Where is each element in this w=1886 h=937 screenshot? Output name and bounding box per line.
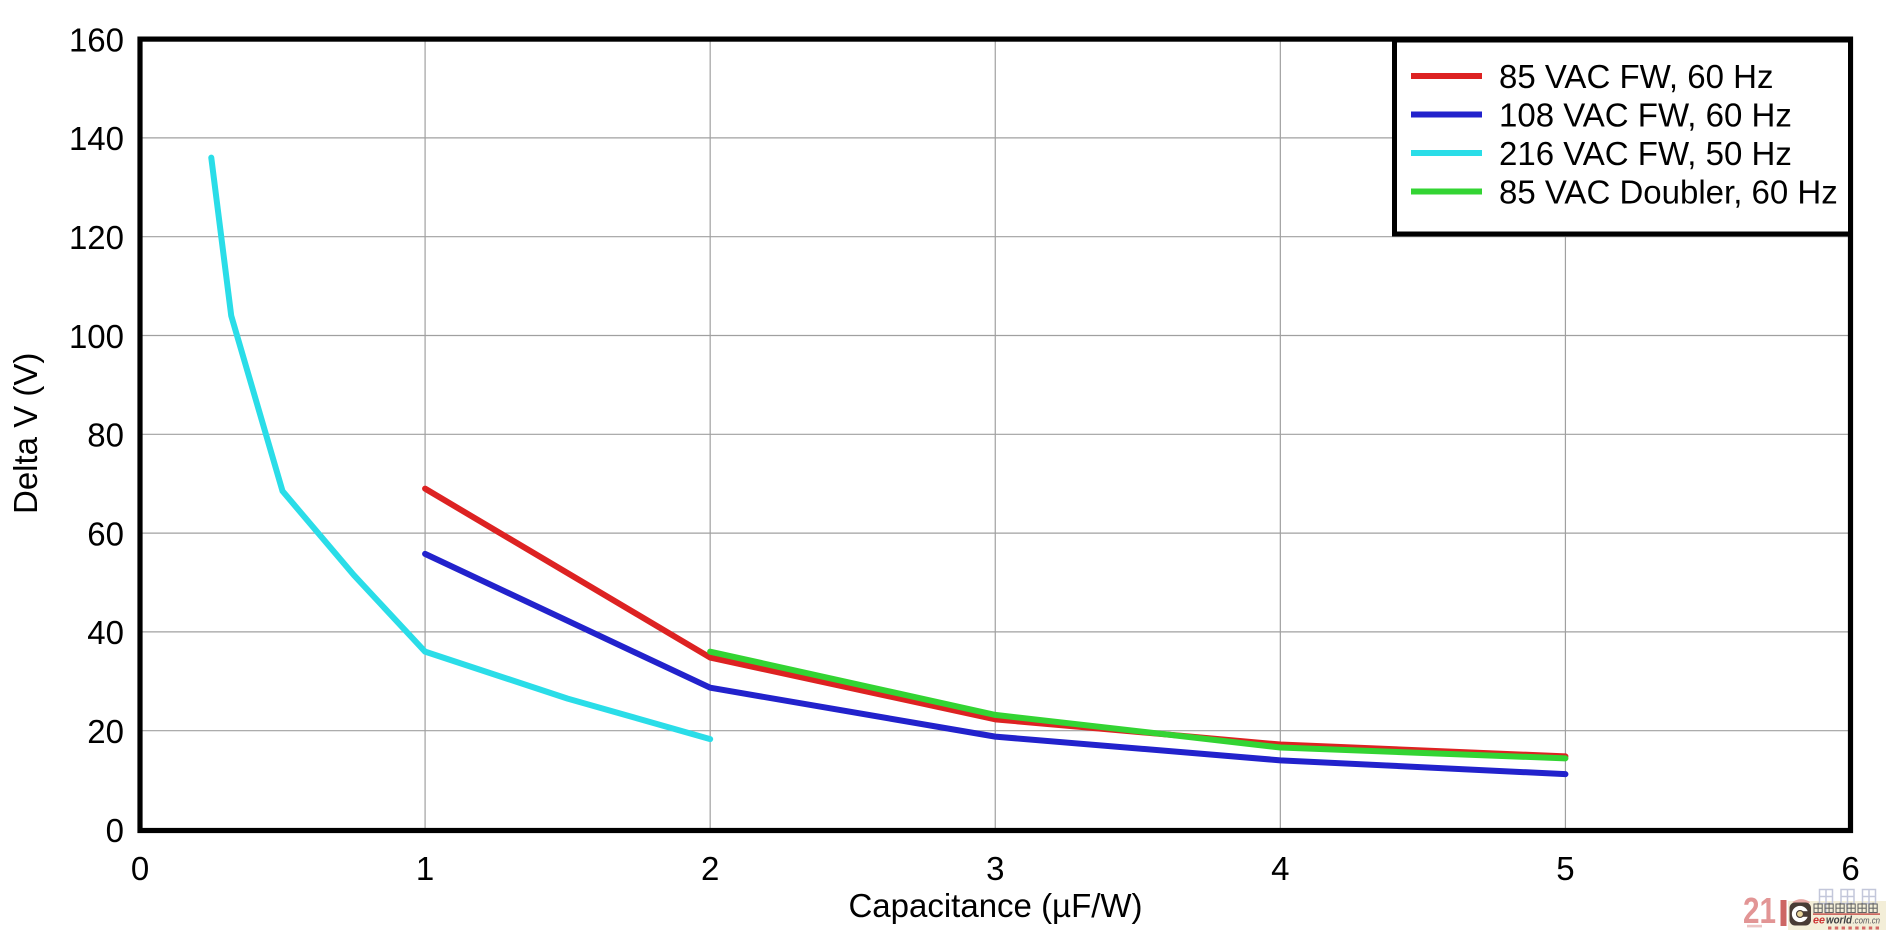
- svg-text:140: 140: [69, 120, 124, 157]
- svg-text:60: 60: [87, 515, 124, 552]
- svg-text:120: 120: [69, 219, 124, 256]
- svg-text:21: 21: [1743, 890, 1776, 931]
- svg-text:1: 1: [416, 850, 434, 887]
- svg-text:world: world: [1826, 915, 1852, 927]
- svg-text:100: 100: [69, 318, 124, 355]
- svg-text:ee: ee: [1813, 915, 1825, 927]
- svg-text:85 VAC FW, 60 Hz: 85 VAC FW, 60 Hz: [1499, 58, 1773, 95]
- svg-text:80: 80: [87, 417, 124, 454]
- svg-text:0: 0: [131, 850, 149, 887]
- svg-text:108 VAC FW, 60 Hz: 108 VAC FW, 60 Hz: [1499, 97, 1792, 134]
- svg-text:Capacitance (µF/W): Capacitance (µF/W): [848, 887, 1142, 924]
- svg-text:Delta V (V): Delta V (V): [7, 353, 44, 514]
- svg-text:20: 20: [87, 713, 124, 750]
- svg-text:4: 4: [1271, 850, 1289, 887]
- svg-text:40: 40: [87, 614, 124, 651]
- svg-text:2: 2: [701, 850, 719, 887]
- svg-text:5: 5: [1556, 850, 1574, 887]
- svg-text:216 VAC FW, 50 Hz: 216 VAC FW, 50 Hz: [1499, 135, 1792, 172]
- svg-text:6: 6: [1841, 850, 1859, 887]
- svg-text:0: 0: [106, 812, 124, 849]
- svg-text:85 VAC Doubler, 60 Hz: 85 VAC Doubler, 60 Hz: [1499, 174, 1838, 211]
- svg-text:.com.cn: .com.cn: [1853, 916, 1881, 927]
- svg-text:3: 3: [986, 850, 1004, 887]
- svg-text:160: 160: [69, 21, 124, 58]
